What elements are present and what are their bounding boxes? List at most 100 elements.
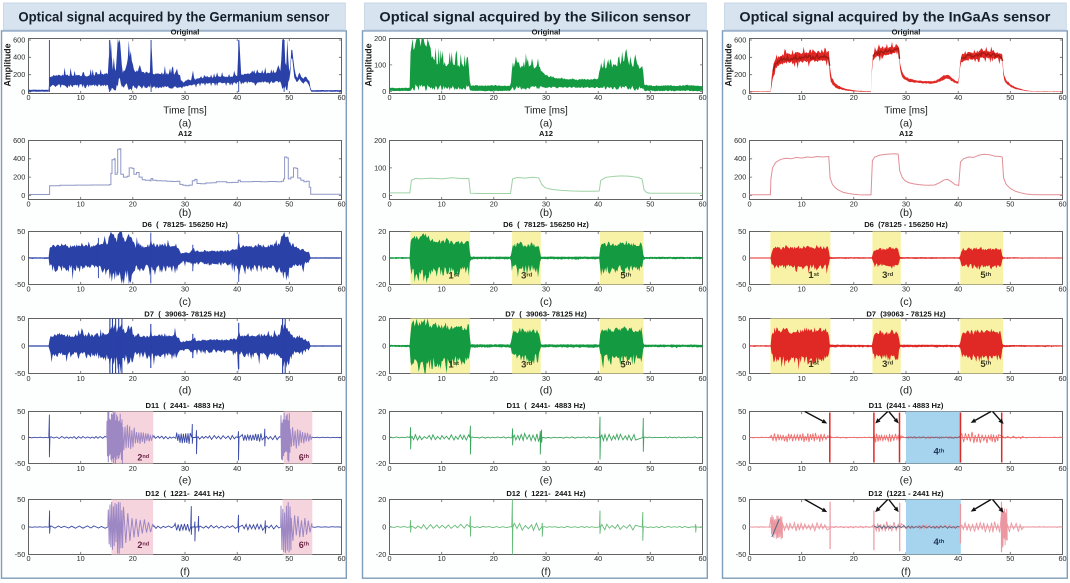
svg-text:0: 0 <box>382 522 386 531</box>
svg-text:60: 60 <box>698 554 706 563</box>
svg-text:1st: 1st <box>448 271 459 282</box>
svg-text:0: 0 <box>742 253 746 262</box>
svg-text:600: 600 <box>734 35 746 44</box>
svg-text:30: 30 <box>902 464 910 473</box>
svg-text:Optical signal acquired by the: Optical signal acquired by the Silicon s… <box>379 9 690 25</box>
svg-text:20: 20 <box>490 284 498 293</box>
svg-text:40: 40 <box>954 464 962 473</box>
svg-text:(d): (d) <box>900 384 913 396</box>
svg-text:D7 ( 39063- 78125 Hz): D7 ( 39063- 78125 Hz) <box>144 309 226 318</box>
svg-text:20: 20 <box>129 199 137 208</box>
svg-text:10: 10 <box>77 284 85 293</box>
svg-text:40: 40 <box>233 284 241 293</box>
svg-text:40: 40 <box>594 374 602 383</box>
svg-text:-20: -20 <box>376 369 387 378</box>
svg-text:-50: -50 <box>15 280 26 289</box>
svg-text:30: 30 <box>542 93 550 102</box>
svg-text:Optical signal acquired by the: Optical signal acquired by the InGaAs se… <box>739 9 1050 25</box>
svg-text:(b): (b) <box>900 207 913 219</box>
svg-text:50: 50 <box>1006 199 1014 208</box>
svg-text:10: 10 <box>77 374 85 383</box>
svg-text:D12 ( 1221- 2441 Hz): D12 ( 1221- 2441 Hz) <box>145 489 225 498</box>
svg-text:10: 10 <box>77 554 85 563</box>
svg-text:0: 0 <box>26 284 30 293</box>
svg-text:200: 200 <box>374 136 386 145</box>
svg-text:0: 0 <box>387 554 391 563</box>
svg-text:6th: 6th <box>299 540 310 550</box>
svg-text:10: 10 <box>798 93 806 102</box>
svg-text:0: 0 <box>382 341 386 350</box>
svg-text:-50: -50 <box>15 459 26 468</box>
svg-text:0: 0 <box>742 191 746 200</box>
svg-text:Time [ms]: Time [ms] <box>524 106 568 117</box>
svg-text:20: 20 <box>490 199 498 208</box>
svg-text:40: 40 <box>954 93 962 102</box>
svg-text:0: 0 <box>387 374 391 383</box>
svg-text:40: 40 <box>954 374 962 383</box>
svg-text:10: 10 <box>438 199 446 208</box>
svg-text:3rd: 3rd <box>521 271 533 282</box>
svg-text:D6 ( 78125- 156250 Hz): D6 ( 78125- 156250 Hz) <box>142 220 228 229</box>
svg-text:2nd: 2nd <box>137 540 149 550</box>
svg-text:400: 400 <box>734 53 746 62</box>
svg-text:0: 0 <box>21 191 25 200</box>
svg-text:0: 0 <box>382 87 386 96</box>
svg-text:50: 50 <box>285 464 293 473</box>
svg-text:Time [ms]: Time [ms] <box>884 106 928 117</box>
svg-text:0: 0 <box>387 199 391 208</box>
svg-text:10: 10 <box>438 93 446 102</box>
svg-text:60: 60 <box>1058 284 1066 293</box>
svg-text:0: 0 <box>21 253 25 262</box>
svg-text:Original: Original <box>892 28 921 37</box>
svg-text:0: 0 <box>21 87 25 96</box>
svg-text:5th: 5th <box>980 270 991 281</box>
svg-text:10: 10 <box>77 93 85 102</box>
svg-text:0: 0 <box>21 341 25 350</box>
svg-text:(f): (f) <box>541 566 551 578</box>
svg-text:20: 20 <box>129 374 137 383</box>
svg-text:-50: -50 <box>736 550 747 559</box>
svg-text:30: 30 <box>902 554 910 563</box>
svg-text:10: 10 <box>798 199 806 208</box>
svg-text:600: 600 <box>13 136 25 145</box>
svg-text:200: 200 <box>734 173 746 182</box>
svg-text:60: 60 <box>698 93 706 102</box>
svg-text:4th: 4th <box>933 537 944 548</box>
svg-text:0: 0 <box>26 199 30 208</box>
svg-text:400: 400 <box>734 154 746 163</box>
svg-text:50: 50 <box>1006 374 1014 383</box>
svg-text:0: 0 <box>26 93 30 102</box>
svg-text:10: 10 <box>438 374 446 383</box>
svg-text:30: 30 <box>542 554 550 563</box>
svg-text:30: 30 <box>181 464 189 473</box>
svg-text:50: 50 <box>1006 93 1014 102</box>
svg-text:50: 50 <box>285 93 293 102</box>
svg-text:50: 50 <box>1006 284 1014 293</box>
svg-text:20: 20 <box>490 464 498 473</box>
svg-text:10: 10 <box>798 554 806 563</box>
svg-text:20: 20 <box>850 284 858 293</box>
svg-text:40: 40 <box>233 374 241 383</box>
svg-text:(e): (e) <box>900 474 913 486</box>
svg-text:30: 30 <box>542 284 550 293</box>
svg-text:D7 ( 39063- 78125 Hz): D7 ( 39063- 78125 Hz) <box>505 309 587 318</box>
svg-text:60: 60 <box>1058 554 1066 563</box>
svg-text:20: 20 <box>129 284 137 293</box>
svg-text:40: 40 <box>594 464 602 473</box>
svg-text:A12: A12 <box>899 129 913 138</box>
svg-text:Time [ms]: Time [ms] <box>163 106 207 117</box>
svg-text:30: 30 <box>181 93 189 102</box>
svg-text:60: 60 <box>337 199 345 208</box>
svg-text:0: 0 <box>382 191 386 200</box>
svg-text:3rd: 3rd <box>882 359 894 370</box>
svg-text:(a): (a) <box>540 117 553 129</box>
svg-text:20: 20 <box>378 227 386 236</box>
svg-text:40: 40 <box>954 199 962 208</box>
svg-text:Original: Original <box>532 28 561 37</box>
svg-text:0: 0 <box>742 522 746 531</box>
svg-text:50: 50 <box>738 495 746 504</box>
svg-text:20: 20 <box>850 199 858 208</box>
svg-text:0: 0 <box>747 199 751 208</box>
svg-text:20: 20 <box>129 464 137 473</box>
svg-text:50: 50 <box>738 314 746 323</box>
